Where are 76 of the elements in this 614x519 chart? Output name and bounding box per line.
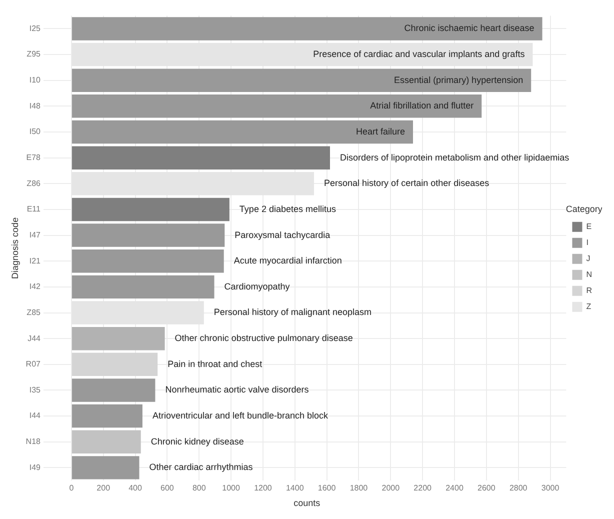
y-tick-label: I50 (29, 127, 42, 136)
bar (72, 326, 165, 350)
annotation: Acute myocardial infarction (234, 256, 342, 266)
x-tick-label: 1800 (350, 484, 368, 493)
y-tick-label: I35 (29, 385, 42, 394)
annotation: Type 2 diabetes mellitus (239, 204, 336, 214)
x-tick-label: 2800 (509, 484, 528, 493)
annotation: Cardiomyopathy (224, 281, 290, 292)
legend-label: N (586, 270, 592, 280)
annotation: Essential (primary) hypertension (394, 74, 524, 85)
y-tick-label: Z85 (26, 308, 42, 317)
x-tick-label: 2000 (382, 484, 400, 493)
y-tick-label: I47 (29, 230, 42, 240)
annotation: Pain in throat and chest (168, 358, 263, 369)
bar (72, 68, 532, 92)
x-tick-label: 2200 (414, 484, 432, 493)
x-tick-label: 800 (192, 484, 206, 493)
legend-label: I (586, 238, 588, 248)
y-tick-label: J44 (28, 334, 42, 343)
annotation: Presence of cardiac and vascular implants and grafts (313, 49, 526, 60)
x-tick-label: 1000 (222, 484, 240, 493)
legend-label: E (586, 222, 592, 232)
y-tick-label: E11 (26, 204, 42, 214)
y-tick-label: I49 (29, 462, 42, 472)
annotation: Atrioventricular and left bundle-branch block (152, 410, 329, 421)
bar (72, 404, 142, 428)
annotation: Heart failure (356, 126, 405, 136)
annotation: Other cardiac arrhythmias (149, 462, 254, 472)
x-tick-label: 400 (128, 484, 142, 493)
annotation: Personal history of malignant neoplasm (214, 307, 372, 318)
bar (72, 224, 225, 247)
legend-label: Z (586, 302, 592, 312)
legend-label: R (586, 286, 592, 296)
x-tick-label: 3000 (541, 484, 560, 493)
y-tick-label: E78 (26, 153, 42, 162)
y-tick-label: Z95 (26, 50, 42, 59)
bar (72, 249, 224, 273)
bar (72, 275, 214, 299)
y-tick-label: N18 (26, 437, 42, 446)
bar (72, 430, 141, 454)
legend-title: Category (566, 204, 603, 214)
bar (72, 94, 482, 118)
annotation: Other chronic obstructive pulmonary disease (174, 333, 353, 344)
y-tick-label: R07 (26, 360, 42, 369)
annotation: Chronic ischaemic heart disease (404, 23, 534, 34)
bar (72, 456, 140, 480)
y-tick-label: I21 (29, 256, 42, 266)
x-tick-label: 0 (69, 484, 74, 493)
y-tick-label: I10 (29, 76, 42, 85)
y-tick-label: I44 (29, 411, 42, 420)
annotation: Disorders of lipoprotein metabolism and other lipidaemias (340, 152, 570, 162)
annotation: Paroxysmal tachycardia (234, 230, 330, 240)
legend-label: J (586, 254, 590, 264)
y-tick-label: I42 (29, 282, 42, 292)
x-tick-label: 600 (160, 484, 174, 493)
y-axis-title: Diagnosis code (10, 217, 20, 279)
annotation: Chronic kidney disease (150, 436, 244, 446)
bar (72, 352, 158, 376)
bar (72, 198, 230, 222)
x-axis-title: counts (294, 498, 321, 508)
x-tick-label: 200 (96, 484, 111, 493)
y-tick-label: I25 (29, 24, 42, 33)
x-tick-label: 2600 (478, 484, 496, 493)
annotation: Atrial fibrillation and flutter (370, 100, 474, 111)
x-tick-label: 1400 (286, 484, 304, 493)
annotation: Personal history of certain other diseases (324, 178, 490, 188)
bar (72, 17, 542, 40)
x-tick-label: 1200 (254, 484, 272, 493)
bar (72, 146, 330, 170)
annotation: Nonrheumatic aortic valve disorders (165, 384, 310, 395)
bar (72, 378, 156, 402)
bar (72, 120, 413, 144)
y-tick-label: Z86 (26, 178, 42, 188)
x-tick-label: 2400 (446, 484, 464, 493)
x-tick-label: 1600 (318, 484, 336, 493)
y-tick-label: I48 (29, 101, 42, 110)
